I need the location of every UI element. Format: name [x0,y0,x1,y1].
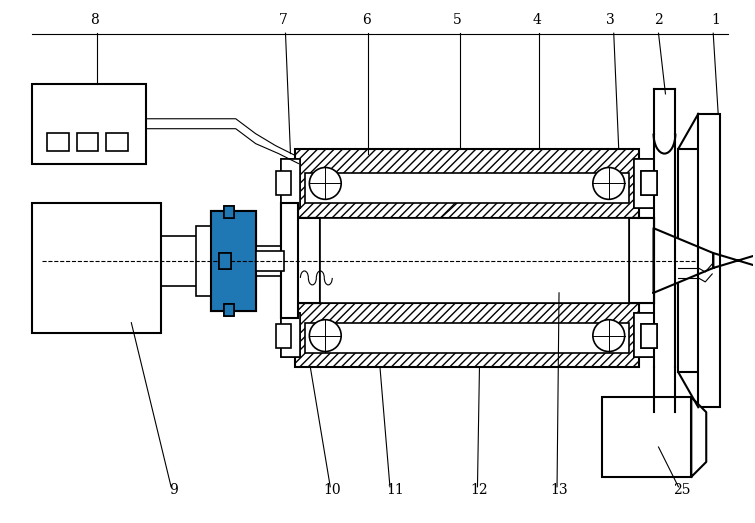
Circle shape [310,320,341,351]
Bar [295,149,639,218]
Text: 13: 13 [550,483,568,497]
Bar [223,304,234,316]
Bar [633,313,654,358]
Circle shape [310,167,341,199]
Bar [281,158,300,208]
Text: 25: 25 [673,483,690,497]
Bar [679,149,701,372]
Text: 9: 9 [168,483,177,497]
Bar [219,253,231,269]
Bar [76,133,98,151]
Bar [196,226,216,296]
Bar [281,313,300,358]
Bar [219,253,231,269]
Bar [32,84,146,164]
Text: 7: 7 [279,13,288,27]
Polygon shape [692,397,706,477]
Bar [640,324,657,348]
Text: 4: 4 [533,13,541,27]
Bar [223,206,234,218]
Bar [276,324,291,348]
Text: 12: 12 [470,483,488,497]
Text: 10: 10 [323,483,341,497]
Bar [295,303,639,368]
Text: 2: 2 [654,13,663,27]
Text: 5: 5 [453,13,462,27]
Bar [633,313,654,358]
Bar [211,211,256,311]
Bar [295,218,320,303]
Bar [32,203,161,333]
Bar [633,158,654,208]
Polygon shape [654,228,713,293]
Bar [223,206,234,218]
Bar [256,246,295,276]
Bar [161,236,211,286]
Text: 11: 11 [386,483,404,497]
Bar [640,172,657,196]
Bar [281,203,298,317]
Bar [698,114,720,407]
Bar [281,313,300,358]
Circle shape [593,320,624,351]
Bar [295,218,320,303]
Bar [640,324,657,348]
Bar [629,218,654,303]
Bar [320,218,629,303]
Bar [640,172,657,196]
Polygon shape [713,253,755,268]
Bar [211,211,256,311]
Bar [602,397,692,477]
Bar [276,172,291,196]
Bar [47,133,69,151]
Bar [305,323,629,353]
Text: 6: 6 [362,13,371,27]
Text: 8: 8 [90,13,99,27]
Bar [106,133,128,151]
Bar [281,158,300,208]
Bar [256,251,283,271]
Bar [281,203,298,317]
Bar [633,158,654,208]
Text: 1: 1 [712,13,720,27]
Circle shape [593,167,624,199]
Text: 3: 3 [606,13,615,27]
Bar [305,174,629,203]
Bar [223,304,234,316]
Bar [629,218,654,303]
